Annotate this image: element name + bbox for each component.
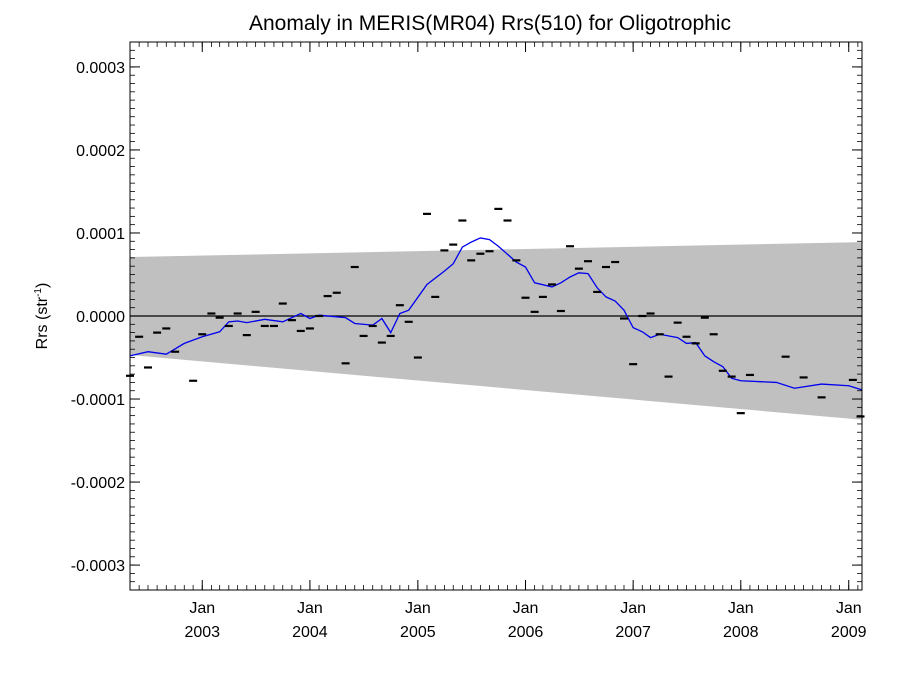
y-axis-label-text: Rrs (str xyxy=(34,296,51,349)
x-tick-year-2: 2005 xyxy=(400,624,436,641)
x-tick-month-4: Jan xyxy=(620,600,646,617)
y-axis: -0.0003 -0.0002 -0.0001 0.0000 0.0001 0.0002 0… xyxy=(71,41,862,591)
y-tick-label-1: -0.0002 xyxy=(71,475,125,492)
y-axis-label: Rrs (str-1) xyxy=(33,283,51,350)
confidence-band xyxy=(130,242,862,420)
y-tick-label-0: -0.0003 xyxy=(71,558,125,575)
x-tick-year-0: 2003 xyxy=(184,624,220,641)
y-tick-label-3: 0.0000 xyxy=(76,309,125,326)
x-tick-month-6: Jan xyxy=(836,600,862,617)
x-tick-month-5: Jan xyxy=(728,600,754,617)
y-tick-label-5: 0.0002 xyxy=(76,143,125,160)
x-tick-year-6: 2009 xyxy=(831,624,867,641)
x-axis: Jan 2003 Jan 2004 Jan 2005 Jan 2006 Jan 2007 Jan 20… xyxy=(129,42,867,641)
x-tick-year-4: 2007 xyxy=(615,624,651,641)
x-tick-month-2: Jan xyxy=(405,600,431,617)
y-axis-label-superscript: -1 xyxy=(33,288,44,297)
y-tick-label-6: 0.0003 xyxy=(76,60,125,77)
x-tick-year-1: 2004 xyxy=(292,624,328,641)
chart-title: Anomaly in MERIS(MR04) Rrs(510) for Olig… xyxy=(249,12,731,35)
x-tick-year-3: 2006 xyxy=(508,624,544,641)
x-tick-month-0: Jan xyxy=(189,600,215,617)
running-mean-line xyxy=(129,237,863,391)
x-tick-month-3: Jan xyxy=(513,600,539,617)
y-tick-label-2: -0.0001 xyxy=(71,392,125,409)
anomaly-points-layer xyxy=(126,207,865,418)
confidence-band-layer xyxy=(130,242,862,420)
y-axis-label-end: ) xyxy=(34,283,51,288)
x-tick-year-5: 2008 xyxy=(723,624,759,641)
y-tick-label-4: 0.0001 xyxy=(76,226,125,243)
x-tick-month-1: Jan xyxy=(297,600,323,617)
running-mean-layer xyxy=(129,237,863,391)
